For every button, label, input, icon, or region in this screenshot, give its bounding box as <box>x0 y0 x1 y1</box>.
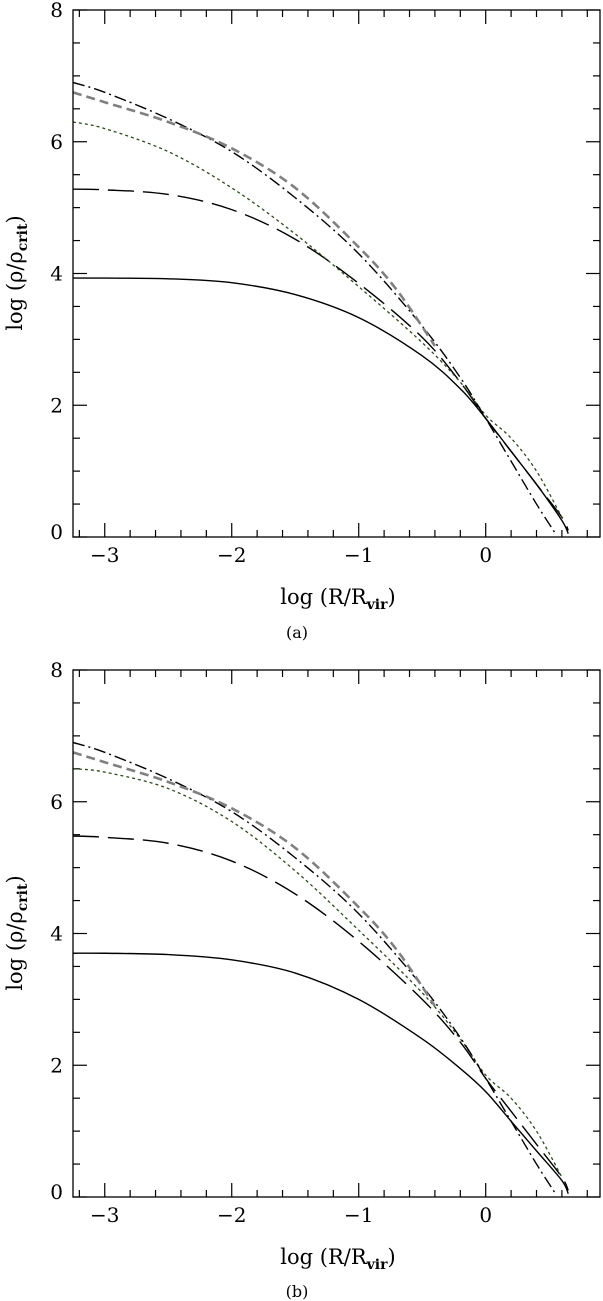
y-tick-label: 6 <box>50 130 63 154</box>
y-tick-label: 0 <box>50 1180 63 1204</box>
y-tick-label: 0 <box>50 520 63 544</box>
y-tick-label: 4 <box>50 262 63 286</box>
panel-b-frame <box>72 669 601 1198</box>
y-tick-label: 8 <box>50 658 63 682</box>
y-tick-label: 2 <box>50 1053 63 1077</box>
panel-b-x-axis-label: log (R/Rvir) <box>280 1245 395 1273</box>
series-line-dashdot <box>73 81 557 535</box>
panel-b-marks: −3 −2 −1 0 0 2 4 6 8 <box>50 658 600 1227</box>
series-line-dashed-grey <box>73 91 436 347</box>
y-tick-label: 8 <box>50 0 63 22</box>
panel-a-x-axis-label: log (R/Rvir) <box>280 585 395 613</box>
x-tick-label: −2 <box>217 543 246 567</box>
panel-b-caption: (b) <box>286 1282 309 1301</box>
x-tick-label: 0 <box>479 1203 492 1227</box>
x-tick-label: −1 <box>344 543 373 567</box>
series-line-dotted <box>73 768 563 1178</box>
x-tick-label: 0 <box>479 543 492 567</box>
y-tick-label: 2 <box>50 393 63 417</box>
panel-a-caption: (a) <box>286 623 308 642</box>
y-tick-label: 4 <box>50 922 63 946</box>
y-tick-label: 6 <box>50 790 63 814</box>
x-tick-label: −3 <box>90 1203 119 1227</box>
x-tick-label: −2 <box>217 1203 246 1227</box>
x-tick-label: −1 <box>344 1203 373 1227</box>
series-line-dotted <box>73 121 563 518</box>
panel-a-marks: −3 −2 −1 0 0 2 4 6 8 <box>50 0 600 567</box>
series-line-dashed-grey <box>73 751 436 1007</box>
x-tick-label: −3 <box>90 543 119 567</box>
panel-b-y-axis-label: log (ρ/ρcrit) <box>3 875 31 990</box>
series-line-longdash <box>73 835 569 1191</box>
series-line-longdash <box>73 188 569 531</box>
panel-a-frame <box>72 9 601 538</box>
series-line-solid <box>73 952 569 1195</box>
panel-a-y-axis-label: log (ρ/ρcrit) <box>3 215 31 330</box>
series-line-dashdot <box>73 741 557 1195</box>
series-line-solid <box>73 277 569 535</box>
